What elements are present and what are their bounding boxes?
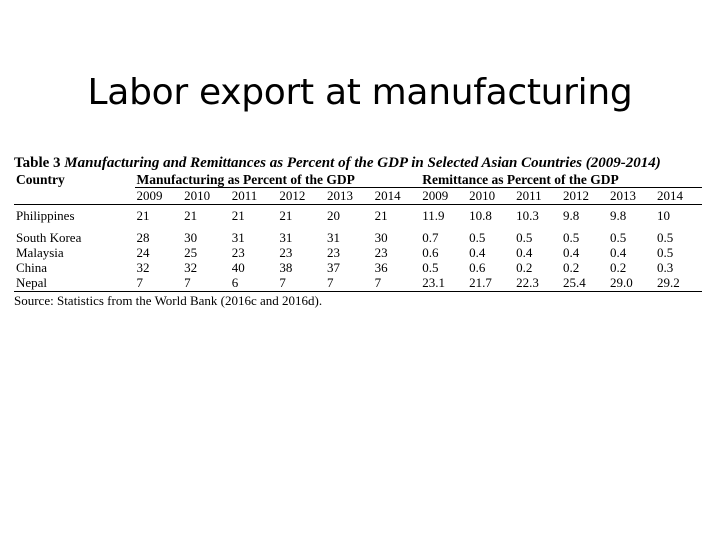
- table-row: Nepal 7 7 6 7 7 7 23.1 21.7 22.3 25.4 29.0 29.2: [14, 275, 702, 292]
- table-row: Malaysia 24 25 23 23 23 23 0.6 0.4 0.4 0.4 0.4 0.5: [14, 245, 702, 260]
- table-row: China 32 32 40 38 37 36 0.5 0.6 0.2 0.2 0.2 0.3: [14, 260, 702, 275]
- remittance-year-header: 2013: [608, 187, 655, 205]
- manufacturing-value-cell: 21: [136, 208, 150, 223]
- remittance-value-cell: 11.9: [422, 208, 445, 223]
- remittance-value-cell: 0.5: [563, 230, 580, 245]
- table-figure: Table 3 Manufacturing and Remittances as…: [14, 155, 704, 308]
- year-header-spacer: [14, 187, 135, 205]
- table-source: Source: Statistics from the World Bank (…: [14, 293, 323, 308]
- manufacturing-group-header: Manufacturing as Percent of the GDP: [134, 172, 421, 188]
- remittance-year-header: 2010: [467, 187, 515, 205]
- manufacturing-value-cell: 24: [136, 245, 150, 260]
- remittance-value-cell: 0.3: [656, 260, 674, 275]
- manufacturing-value-cell: 21: [374, 208, 388, 223]
- table-caption-lead: Table 3: [14, 155, 61, 171]
- remittance-year-header: 2009: [420, 187, 468, 205]
- remittance-value-cell: 9.8: [610, 208, 627, 223]
- manufacturing-value-cell: 25: [184, 245, 198, 260]
- remittance-value-cell: 25.4: [561, 275, 608, 292]
- manufacturing-year-header: 2014: [372, 187, 421, 205]
- manufacturing-value-cell: 36: [374, 260, 388, 275]
- manufacturing-value-cell: 32: [184, 260, 198, 275]
- remittance-group-header: Remittance as Percent of the GDP: [420, 172, 702, 188]
- remittance-year-header: 2012: [561, 187, 608, 205]
- manufacturing-value-cell: 37: [326, 260, 340, 275]
- remittance-value-cell: 21.7: [467, 275, 515, 292]
- remittance-value-cell: 0.4: [516, 245, 533, 260]
- remittance-value-cell: 0.4: [563, 245, 580, 260]
- remittance-value-cell: 0.5: [422, 260, 439, 275]
- table-caption-text: Manufacturing and Remittances as Percent…: [64, 155, 661, 171]
- manufacturing-year-header: 2013: [324, 187, 373, 205]
- manufacturing-value-cell: 23: [326, 245, 340, 260]
- manufacturing-value-cell: 6: [229, 275, 278, 292]
- remittance-value-cell: 10: [656, 208, 670, 223]
- manufacturing-value-cell: 30: [184, 230, 198, 245]
- manufacturing-value-cell: 7: [372, 275, 421, 292]
- remittance-value-cell: 29.2: [654, 275, 702, 292]
- remittance-value-cell: 22.3: [514, 275, 562, 292]
- manufacturing-value-cell: 7: [277, 275, 325, 292]
- remittance-value-cell: 10.3: [516, 208, 539, 223]
- group-header-row: Country Manufacturing as Percent of the …: [14, 172, 702, 188]
- manufacturing-value-cell: 28: [136, 230, 150, 245]
- country-cell: Malaysia: [16, 245, 64, 260]
- manufacturing-value-cell: 23: [374, 245, 388, 260]
- manufacturing-year-header: 2012: [277, 187, 325, 205]
- remittance-value-cell: 10.8: [469, 208, 492, 223]
- manufacturing-value-cell: 30: [374, 230, 388, 245]
- remittance-value-cell: 0.7: [422, 230, 439, 245]
- manufacturing-value-cell: 40: [231, 260, 245, 275]
- slide-title: Labor export at manufacturing: [87, 72, 633, 114]
- manufacturing-value-cell: 7: [182, 275, 230, 292]
- manufacturing-year-header: 2010: [182, 187, 230, 205]
- manufacturing-value-cell: 20: [326, 208, 340, 223]
- remittance-value-cell: 0.6: [422, 245, 439, 260]
- country-cell: Nepal: [14, 275, 135, 292]
- remittance-value-cell: 0.5: [516, 230, 533, 245]
- country-header: Country: [16, 172, 65, 188]
- manufacturing-value-cell: 21: [279, 208, 293, 223]
- remittance-value-cell: 0.5: [469, 230, 486, 245]
- remittance-value-cell: 0.4: [469, 245, 486, 260]
- manufacturing-year-header: 2011: [229, 187, 278, 205]
- remittance-value-cell: 23.1: [420, 275, 468, 292]
- manufacturing-value-cell: 21: [184, 208, 198, 223]
- manufacturing-value-cell: 7: [324, 275, 373, 292]
- manufacturing-value-cell: 38: [279, 260, 293, 275]
- remittance-value-cell: 0.5: [656, 245, 674, 260]
- country-cell: South Korea: [16, 230, 82, 245]
- remittance-value-cell: 9.8: [563, 208, 580, 223]
- remittance-value-cell: 0.2: [563, 260, 580, 275]
- manufacturing-value-cell: 31: [231, 230, 245, 245]
- remittance-value-cell: 0.2: [516, 260, 533, 275]
- year-header-row: 2009 2010 2011 2012 2013 2014 2009 2010 2011 2012…: [14, 187, 702, 205]
- remittance-year-header: 2014: [654, 187, 702, 205]
- data-table: Country Manufacturing as Percent of the …: [14, 172, 702, 292]
- remittance-value-cell: 0.5: [656, 230, 674, 245]
- remittance-value-cell: 0.2: [610, 260, 627, 275]
- remittance-value-cell: 29.0: [608, 275, 655, 292]
- manufacturing-value-cell: 23: [279, 245, 293, 260]
- table-row: Philippines 21 21 21 21 20 21 11.9 10.8 10.3 9.8 9.…: [14, 205, 702, 224]
- manufacturing-year-header: 2009: [134, 187, 183, 205]
- remittance-value-cell: 0.6: [469, 260, 486, 275]
- manufacturing-value-cell: 32: [136, 260, 150, 275]
- country-cell: Philippines: [16, 208, 75, 223]
- manufacturing-value-cell: 7: [134, 275, 183, 292]
- manufacturing-value-cell: 31: [279, 230, 293, 245]
- manufacturing-value-cell: 23: [231, 245, 245, 260]
- country-cell: China: [16, 260, 48, 275]
- manufacturing-value-cell: 31: [326, 230, 340, 245]
- manufacturing-value-cell: 21: [231, 208, 245, 223]
- remittance-year-header: 2011: [514, 187, 562, 205]
- table-row: South Korea 28 30 31 31 31 30 0.7 0.5 0.5 0.5 0.5 0.…: [14, 223, 702, 245]
- remittance-value-cell: 0.5: [610, 230, 627, 245]
- table-caption: Table 3 Manufacturing and Remittances as…: [14, 155, 704, 172]
- remittance-value-cell: 0.4: [610, 245, 627, 260]
